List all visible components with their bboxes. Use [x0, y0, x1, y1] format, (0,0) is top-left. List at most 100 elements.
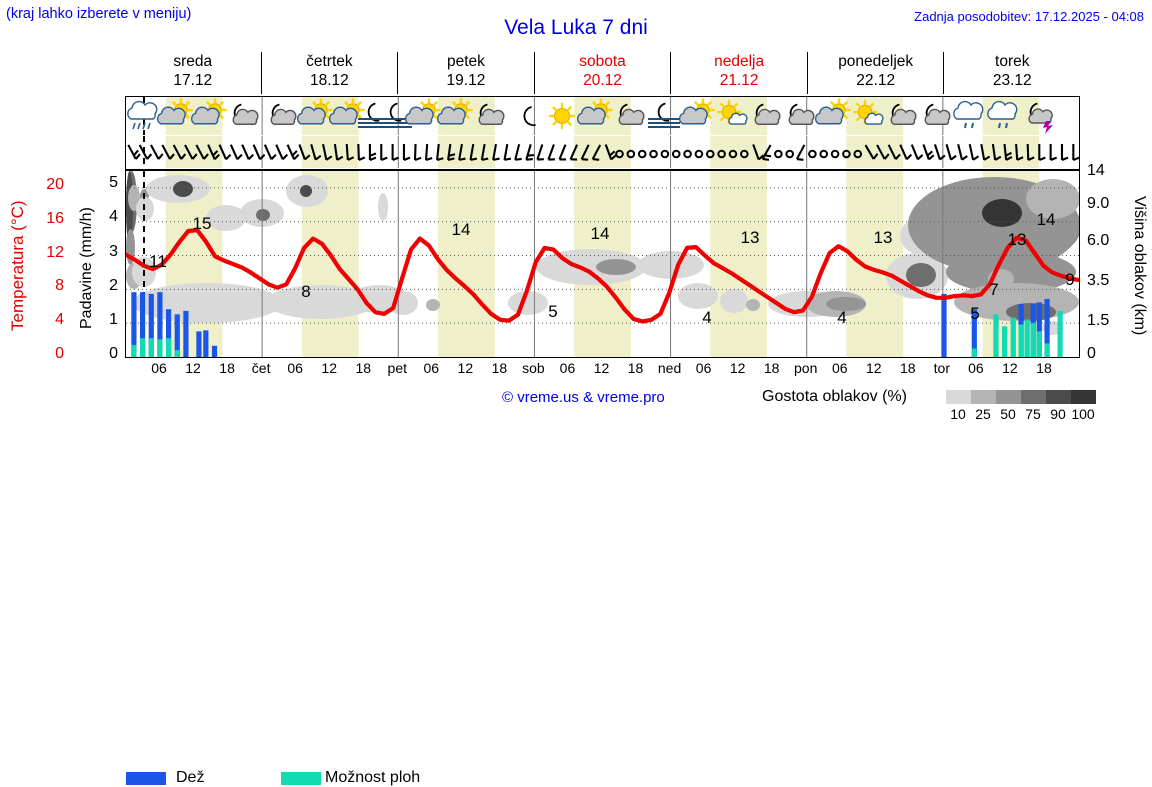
cloud-blob	[596, 259, 636, 275]
wind-calm-circle	[650, 151, 657, 158]
x-tick-18-18: 18	[764, 360, 780, 376]
x-tick-12-21: 12	[866, 360, 882, 376]
rain-bar	[941, 294, 946, 357]
wind-barb-flag	[147, 154, 151, 159]
showers-bar	[1037, 331, 1042, 357]
wind-barb	[404, 144, 410, 160]
density-tick-50: 50	[1000, 406, 1016, 422]
weather-icon-moon-fog	[648, 104, 680, 128]
wind-barb-shaft	[797, 145, 805, 159]
wind-barb	[393, 144, 399, 160]
cloud-blob	[173, 181, 193, 197]
cloud-blob	[256, 209, 270, 221]
rain-legend-label: Dež	[176, 769, 204, 787]
weather-icon-cloud-sun	[680, 99, 714, 123]
wind-barb-flag	[448, 158, 454, 160]
wind-barb-flag	[797, 159, 803, 160]
x-tick-18-14: 18	[628, 360, 644, 376]
wind-barb	[254, 145, 265, 160]
wind-barb-shaft	[515, 144, 519, 160]
cloud-blob	[388, 291, 418, 315]
day-date: 21.12	[671, 71, 807, 90]
density-swatch-50	[996, 390, 1021, 404]
x-tick-06-0: 06	[151, 360, 167, 376]
wind-barb-flag	[294, 155, 299, 160]
wind-barb	[358, 144, 365, 160]
wind-barb	[775, 151, 782, 158]
wind-barb	[381, 144, 387, 160]
precip-tick-4: 4	[104, 208, 118, 226]
wind-barb	[515, 144, 521, 160]
wind-daylight-band	[438, 136, 495, 168]
wind-barb-flag	[962, 156, 967, 160]
day-date: 18.12	[262, 71, 398, 90]
day-name: nedelja	[671, 52, 807, 71]
sun-icon-ray	[554, 108, 556, 110]
cloud-icon-shape	[816, 107, 843, 124]
weather-icon-moon-cloud	[619, 105, 644, 125]
day-name: sreda	[125, 52, 261, 71]
wind-barb	[426, 144, 432, 160]
drizzle-streak	[965, 123, 966, 128]
weather-icon-rain	[128, 102, 157, 129]
temp-value-label: 8	[301, 282, 310, 301]
wind-barb	[370, 144, 376, 160]
cloud-blob	[378, 193, 388, 221]
wind-barb-flag	[505, 159, 511, 160]
wind-barb-flag	[283, 155, 288, 160]
temp-tick-4: 4	[38, 311, 64, 329]
weather-icon-cloud-sun	[816, 99, 850, 123]
density-swatch-90	[1046, 390, 1071, 404]
wind-barb	[1051, 144, 1057, 160]
temp-tick-12: 12	[38, 244, 64, 262]
temperature-axis-title: Temperatura (°C)	[8, 168, 28, 363]
cloud-icon-shape	[680, 107, 707, 124]
sun-icon-ray	[421, 102, 423, 104]
wind-barb	[526, 144, 534, 159]
wind-barb	[231, 145, 242, 160]
cloudheight-tick-3: 6.0	[1087, 232, 1123, 250]
temp-value-label: 4	[837, 308, 846, 327]
cloud-blob	[720, 289, 748, 313]
wind-barb-shaft	[537, 144, 542, 159]
cloudheight-tick-0: 0	[1087, 345, 1123, 363]
weather-icon-strip	[125, 96, 1080, 136]
wind-barb-shaft	[923, 144, 928, 159]
wind-barb-shaft	[548, 144, 553, 159]
x-tick-12-17: 12	[730, 360, 746, 376]
cloud-blob	[300, 185, 312, 197]
wind-barb	[820, 151, 827, 158]
wind-barb-shaft	[231, 145, 238, 160]
temp-value-label: 14	[1037, 210, 1056, 229]
wind-barb	[151, 145, 163, 159]
showers-legend-label: Možnost ploh	[325, 769, 420, 787]
showers-bar	[149, 338, 154, 357]
wind-barb-shaft	[526, 144, 530, 159]
wind-barb-strip	[125, 136, 1080, 170]
temp-value-label: 15	[193, 214, 212, 233]
x-tick-čet-3: čet	[252, 360, 271, 376]
precip-tick-0: 0	[104, 345, 118, 363]
density-tick-10: 10	[950, 406, 966, 422]
wind-calm-circle	[662, 151, 669, 158]
temp-value-label: 13	[874, 228, 893, 247]
wind-barb	[288, 145, 299, 160]
wind-barb	[242, 145, 253, 160]
wind-barb	[935, 144, 945, 159]
wind-calm-circle	[832, 151, 839, 158]
cloud-icon-shape	[789, 109, 814, 124]
x-tick-12-13: 12	[594, 360, 610, 376]
wind-barb-flag	[918, 155, 923, 159]
wind-barb	[696, 151, 703, 158]
x-tick-06-12: 06	[560, 360, 576, 376]
cloud-blob	[206, 205, 246, 231]
showers-bar	[1031, 323, 1036, 357]
wind-barb-shaft	[288, 145, 295, 160]
cloud-icon-shape	[406, 107, 433, 124]
temp-value-label: 11	[149, 252, 167, 271]
wind-barb-shaft	[559, 145, 565, 160]
x-tick-18-2: 18	[219, 360, 235, 376]
sun-icon-ray	[554, 122, 556, 124]
